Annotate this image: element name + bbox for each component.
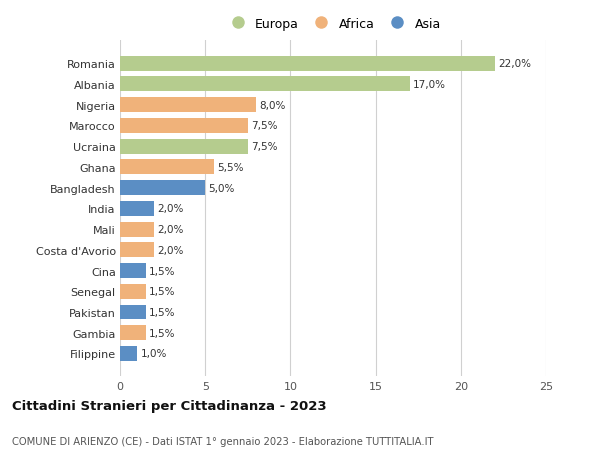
- Text: 2,0%: 2,0%: [157, 224, 184, 235]
- Bar: [120, 160, 214, 175]
- Bar: [120, 202, 154, 216]
- Text: 8,0%: 8,0%: [260, 101, 286, 110]
- Text: 2,0%: 2,0%: [157, 204, 184, 214]
- Bar: [120, 284, 146, 299]
- Bar: [120, 243, 154, 257]
- Bar: [120, 77, 410, 92]
- Text: 2,0%: 2,0%: [157, 245, 184, 255]
- Bar: [120, 305, 146, 320]
- Bar: [120, 56, 495, 72]
- Bar: [120, 181, 205, 196]
- Text: 5,5%: 5,5%: [217, 162, 244, 173]
- Text: 1,5%: 1,5%: [149, 308, 175, 317]
- Bar: [120, 140, 248, 154]
- Bar: [120, 263, 146, 278]
- Text: 1,5%: 1,5%: [149, 266, 175, 276]
- Text: 1,5%: 1,5%: [149, 286, 175, 297]
- Text: 22,0%: 22,0%: [498, 59, 531, 69]
- Bar: [120, 222, 154, 237]
- Text: Cittadini Stranieri per Cittadinanza - 2023: Cittadini Stranieri per Cittadinanza - 2…: [12, 399, 326, 412]
- Text: 1,0%: 1,0%: [140, 349, 167, 358]
- Bar: [120, 325, 146, 341]
- Text: 1,5%: 1,5%: [149, 328, 175, 338]
- Legend: Europa, Africa, Asia: Europa, Africa, Asia: [221, 14, 445, 34]
- Text: 7,5%: 7,5%: [251, 121, 278, 131]
- Text: 5,0%: 5,0%: [209, 183, 235, 193]
- Text: 17,0%: 17,0%: [413, 80, 446, 90]
- Bar: [120, 98, 256, 113]
- Text: COMUNE DI ARIENZO (CE) - Dati ISTAT 1° gennaio 2023 - Elaborazione TUTTITALIA.IT: COMUNE DI ARIENZO (CE) - Dati ISTAT 1° g…: [12, 436, 433, 446]
- Bar: [120, 118, 248, 134]
- Bar: [120, 346, 137, 361]
- Text: 7,5%: 7,5%: [251, 142, 278, 152]
